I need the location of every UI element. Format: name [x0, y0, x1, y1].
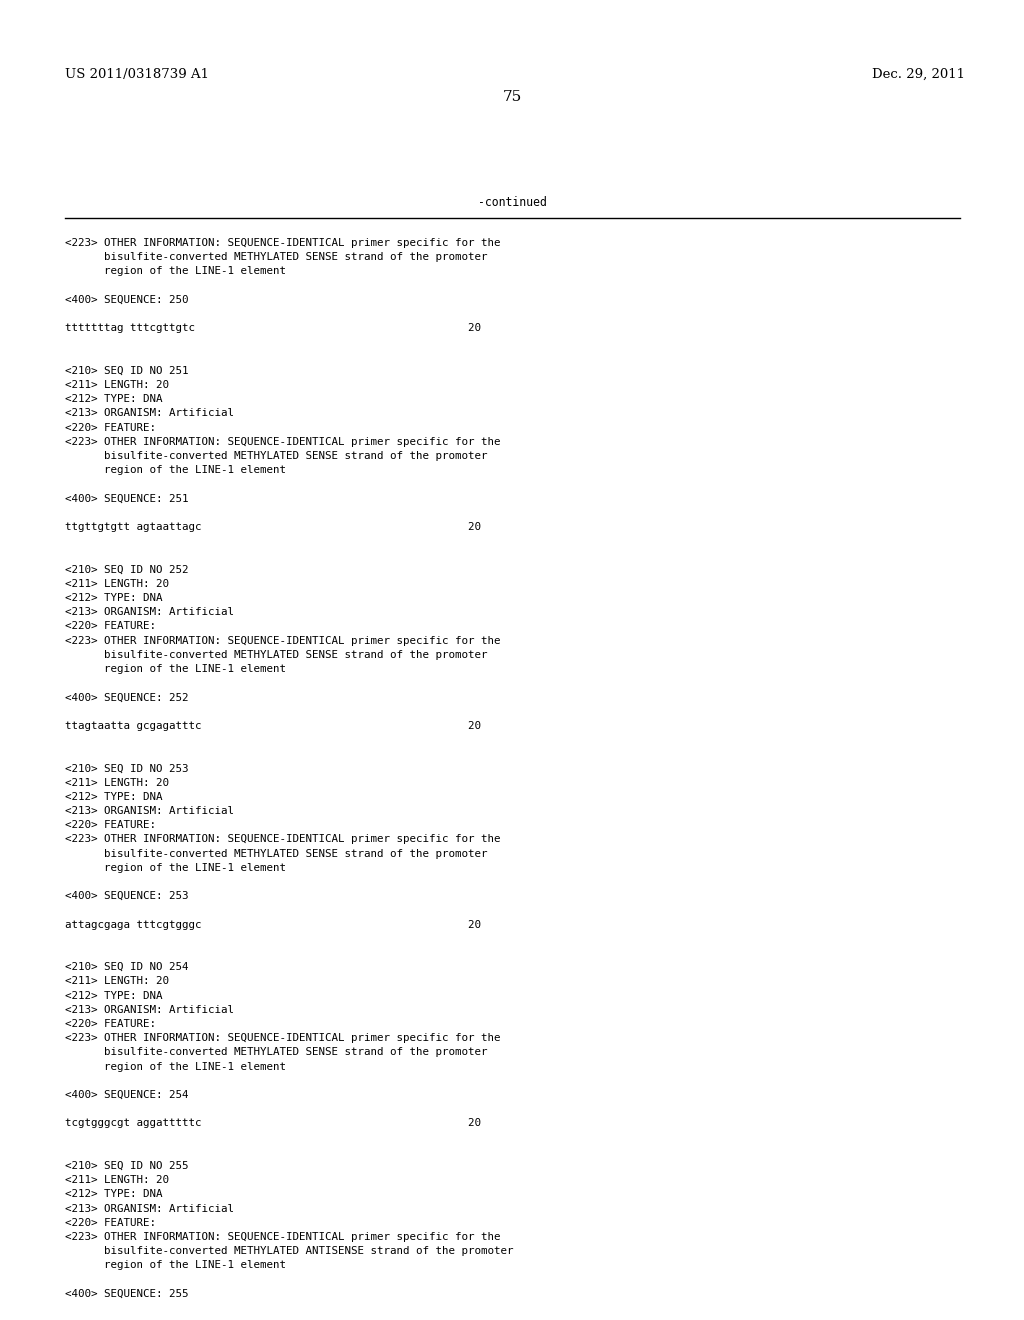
Text: <212> TYPE: DNA: <212> TYPE: DNA — [65, 1189, 163, 1200]
Text: <223> OTHER INFORMATION: SEQUENCE-IDENTICAL primer specific for the: <223> OTHER INFORMATION: SEQUENCE-IDENTI… — [65, 636, 501, 645]
Text: <223> OTHER INFORMATION: SEQUENCE-IDENTICAL primer specific for the: <223> OTHER INFORMATION: SEQUENCE-IDENTI… — [65, 1232, 501, 1242]
Text: region of the LINE-1 element: region of the LINE-1 element — [65, 267, 286, 276]
Text: bisulfite-converted METHYLATED SENSE strand of the promoter: bisulfite-converted METHYLATED SENSE str… — [65, 649, 487, 660]
Text: <211> LENGTH: 20: <211> LENGTH: 20 — [65, 777, 169, 788]
Text: <400> SEQUENCE: 252: <400> SEQUENCE: 252 — [65, 693, 188, 702]
Text: <211> LENGTH: 20: <211> LENGTH: 20 — [65, 380, 169, 389]
Text: <220> FEATURE:: <220> FEATURE: — [65, 622, 156, 631]
Text: bisulfite-converted METHYLATED SENSE strand of the promoter: bisulfite-converted METHYLATED SENSE str… — [65, 849, 487, 858]
Text: <400> SEQUENCE: 254: <400> SEQUENCE: 254 — [65, 1090, 188, 1100]
Text: <212> TYPE: DNA: <212> TYPE: DNA — [65, 990, 163, 1001]
Text: -continued: -continued — [477, 195, 547, 209]
Text: Dec. 29, 2011: Dec. 29, 2011 — [872, 69, 965, 81]
Text: <212> TYPE: DNA: <212> TYPE: DNA — [65, 593, 163, 603]
Text: bisulfite-converted METHYLATED ANTISENSE strand of the promoter: bisulfite-converted METHYLATED ANTISENSE… — [65, 1246, 513, 1257]
Text: <210> SEQ ID NO 255: <210> SEQ ID NO 255 — [65, 1162, 188, 1171]
Text: <223> OTHER INFORMATION: SEQUENCE-IDENTICAL primer specific for the: <223> OTHER INFORMATION: SEQUENCE-IDENTI… — [65, 834, 501, 845]
Text: <211> LENGTH: 20: <211> LENGTH: 20 — [65, 977, 169, 986]
Text: <400> SEQUENCE: 253: <400> SEQUENCE: 253 — [65, 891, 188, 902]
Text: <220> FEATURE:: <220> FEATURE: — [65, 422, 156, 433]
Text: <211> LENGTH: 20: <211> LENGTH: 20 — [65, 1175, 169, 1185]
Text: attagcgaga tttcgtgggc                                         20: attagcgaga tttcgtgggc 20 — [65, 920, 481, 929]
Text: <212> TYPE: DNA: <212> TYPE: DNA — [65, 792, 163, 801]
Text: <210> SEQ ID NO 254: <210> SEQ ID NO 254 — [65, 962, 188, 973]
Text: tttttttag tttcgttgtc                                          20: tttttttag tttcgttgtc 20 — [65, 323, 481, 333]
Text: <400> SEQUENCE: 250: <400> SEQUENCE: 250 — [65, 294, 188, 305]
Text: <213> ORGANISM: Artificial: <213> ORGANISM: Artificial — [65, 1005, 234, 1015]
Text: <223> OTHER INFORMATION: SEQUENCE-IDENTICAL primer specific for the: <223> OTHER INFORMATION: SEQUENCE-IDENTI… — [65, 238, 501, 248]
Text: <213> ORGANISM: Artificial: <213> ORGANISM: Artificial — [65, 1204, 234, 1213]
Text: region of the LINE-1 element: region of the LINE-1 element — [65, 863, 286, 873]
Text: <210> SEQ ID NO 253: <210> SEQ ID NO 253 — [65, 763, 188, 774]
Text: <210> SEQ ID NO 251: <210> SEQ ID NO 251 — [65, 366, 188, 376]
Text: ttgttgtgtt agtaattagc                                         20: ttgttgtgtt agtaattagc 20 — [65, 521, 481, 532]
Text: <212> TYPE: DNA: <212> TYPE: DNA — [65, 395, 163, 404]
Text: <220> FEATURE:: <220> FEATURE: — [65, 1019, 156, 1030]
Text: bisulfite-converted METHYLATED SENSE strand of the promoter: bisulfite-converted METHYLATED SENSE str… — [65, 252, 487, 263]
Text: <223> OTHER INFORMATION: SEQUENCE-IDENTICAL primer specific for the: <223> OTHER INFORMATION: SEQUENCE-IDENTI… — [65, 1034, 501, 1043]
Text: <211> LENGTH: 20: <211> LENGTH: 20 — [65, 578, 169, 589]
Text: region of the LINE-1 element: region of the LINE-1 element — [65, 465, 286, 475]
Text: region of the LINE-1 element: region of the LINE-1 element — [65, 1061, 286, 1072]
Text: <223> OTHER INFORMATION: SEQUENCE-IDENTICAL primer specific for the: <223> OTHER INFORMATION: SEQUENCE-IDENTI… — [65, 437, 501, 446]
Text: 75: 75 — [503, 90, 521, 104]
Text: bisulfite-converted METHYLATED SENSE strand of the promoter: bisulfite-converted METHYLATED SENSE str… — [65, 451, 487, 461]
Text: ttagtaatta gcgagatttc                                         20: ttagtaatta gcgagatttc 20 — [65, 721, 481, 731]
Text: region of the LINE-1 element: region of the LINE-1 element — [65, 664, 286, 675]
Text: region of the LINE-1 element: region of the LINE-1 element — [65, 1261, 286, 1270]
Text: <220> FEATURE:: <220> FEATURE: — [65, 1218, 156, 1228]
Text: US 2011/0318739 A1: US 2011/0318739 A1 — [65, 69, 209, 81]
Text: tcgtgggcgt aggatttttc                                         20: tcgtgggcgt aggatttttc 20 — [65, 1118, 481, 1129]
Text: <213> ORGANISM: Artificial: <213> ORGANISM: Artificial — [65, 408, 234, 418]
Text: bisulfite-converted METHYLATED SENSE strand of the promoter: bisulfite-converted METHYLATED SENSE str… — [65, 1047, 487, 1057]
Text: <400> SEQUENCE: 255: <400> SEQUENCE: 255 — [65, 1288, 188, 1299]
Text: <400> SEQUENCE: 251: <400> SEQUENCE: 251 — [65, 494, 188, 504]
Text: <213> ORGANISM: Artificial: <213> ORGANISM: Artificial — [65, 607, 234, 618]
Text: <210> SEQ ID NO 252: <210> SEQ ID NO 252 — [65, 565, 188, 574]
Text: <220> FEATURE:: <220> FEATURE: — [65, 820, 156, 830]
Text: <213> ORGANISM: Artificial: <213> ORGANISM: Artificial — [65, 807, 234, 816]
